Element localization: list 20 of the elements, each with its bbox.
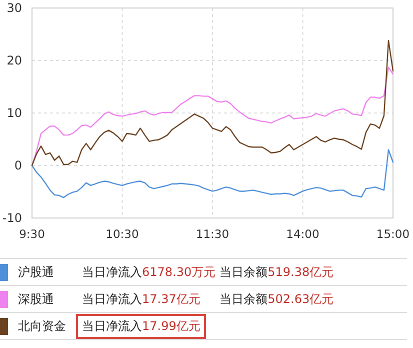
x-tick-label: 9:30: [19, 227, 45, 241]
text: 当日余额519.38亿元: [220, 264, 334, 278]
x-tick-label: 10:30: [106, 227, 139, 241]
y-tick-label: 20: [6, 54, 22, 68]
x-tick-label: 14:00: [286, 227, 320, 241]
legend-label: 北向资金: [18, 312, 78, 340]
line-series: [31, 40, 394, 166]
y-tick-label: 0: [14, 158, 22, 172]
highlight-outline: 当日净流入17.99亿元: [76, 314, 206, 338]
y-tick-label: -10: [2, 211, 22, 225]
text: 当日余额502.63亿元: [220, 292, 334, 306]
x-tick-label: 11:30: [196, 227, 230, 241]
y-tick-label: 10: [6, 106, 22, 120]
legend-label: 沪股通: [18, 258, 78, 286]
text: 当日净流入6178.30万元: [82, 264, 216, 278]
x-tick-label: 15:00: [376, 227, 410, 241]
legend-label: 深股通: [18, 286, 78, 312]
line-series: [31, 149, 394, 198]
y-tick-label: 30: [6, 1, 22, 15]
text: 当日净流入17.37亿元: [82, 292, 200, 306]
